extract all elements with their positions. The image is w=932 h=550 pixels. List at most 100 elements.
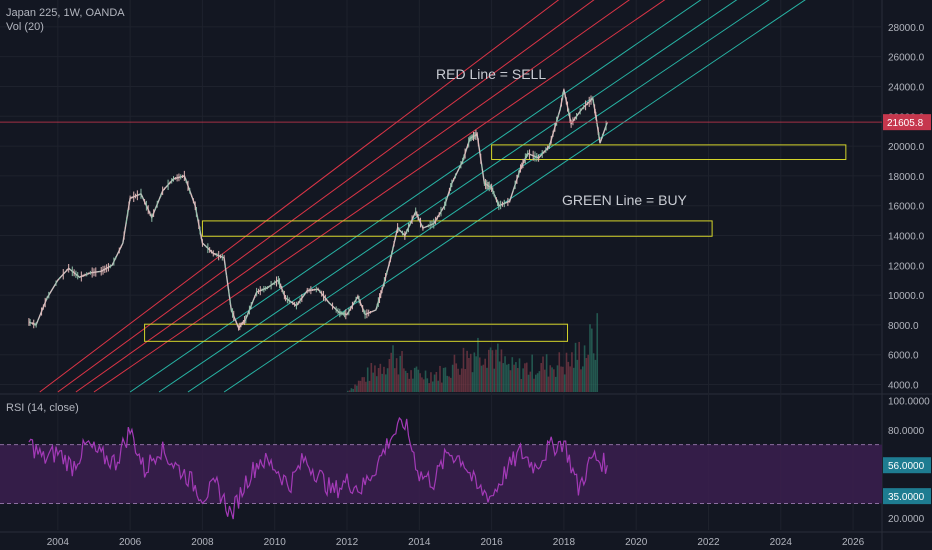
- volume-bar: [500, 349, 503, 392]
- y-tick-label: 10000.0: [888, 291, 925, 302]
- volume-bar: [569, 366, 571, 392]
- x-tick-label: 2020: [625, 537, 648, 548]
- rsi-pane: [0, 416, 882, 520]
- support-zone: [144, 323, 569, 342]
- trend-lines: [39, 0, 806, 393]
- volume-bar: [379, 363, 382, 392]
- volume-bar: [527, 374, 530, 392]
- volume-bar: [529, 371, 532, 392]
- volume-bar: [560, 366, 562, 392]
- x-tick-label: 2012: [336, 537, 359, 548]
- x-tick-label: 2006: [119, 537, 142, 548]
- volume-bar: [591, 328, 593, 392]
- volume-bar: [453, 354, 456, 392]
- volume-bar: [549, 365, 552, 392]
- volume-bar: [507, 363, 510, 392]
- last-price-value: 21605.8: [887, 118, 924, 129]
- volume-bar: [558, 352, 561, 392]
- y-tick-label: 4000.0: [888, 381, 919, 392]
- volume-bar: [489, 347, 492, 392]
- volume-bar: [536, 373, 539, 392]
- volume-bar: [403, 368, 405, 392]
- volume-bar: [487, 349, 490, 392]
- support-zones: [144, 144, 847, 342]
- volume-bar: [509, 370, 512, 392]
- volume-bar: [498, 361, 501, 392]
- y-tick-label: 20000.0: [888, 142, 925, 153]
- volume-bar: [462, 347, 465, 392]
- volume-bar: [592, 353, 595, 392]
- volume-bar: [578, 341, 580, 392]
- volume-bar: [374, 365, 376, 392]
- y-tick-label: 18000.0: [888, 172, 925, 183]
- volume-bar: [357, 380, 360, 392]
- volume-bar: [408, 378, 411, 392]
- volume-bar: [441, 382, 443, 392]
- volume-bar: [410, 370, 412, 392]
- volume-bar: [516, 368, 519, 392]
- y-tick-label: 8000.0: [888, 321, 919, 332]
- volume-bar: [446, 375, 449, 392]
- rsi-tick-label: 20.0000: [888, 514, 925, 525]
- volume-bar: [596, 313, 599, 392]
- volume-bar: [565, 352, 568, 392]
- y-tick-label: 26000.0: [888, 53, 925, 64]
- volume-bar: [531, 354, 533, 392]
- rsi-value-tag: [883, 488, 931, 505]
- volume-bar: [457, 368, 459, 392]
- volume-bar: [388, 359, 391, 392]
- sell-annotation: RED Line = SELL: [436, 66, 547, 82]
- volume-bar: [399, 355, 402, 392]
- volume-bar: [354, 384, 356, 392]
- volume-bar: [413, 367, 416, 392]
- volume-bar: [493, 368, 496, 392]
- chart-title: Japan 225, 1W, OANDA: [6, 7, 125, 19]
- volume-bar: [491, 350, 494, 392]
- volume-bar: [350, 388, 353, 392]
- volume-bar: [520, 378, 523, 392]
- x-tick-label: 2004: [47, 537, 70, 548]
- volume-bar: [581, 366, 584, 392]
- volume-bar: [525, 362, 528, 392]
- volume-bar: [533, 378, 535, 392]
- volume-bar: [384, 374, 387, 392]
- volume-bar: [439, 365, 441, 392]
- last-price-tag: [883, 114, 931, 131]
- volume-bar: [394, 368, 396, 392]
- y-tick-label: 28000.0: [888, 23, 925, 34]
- volume-bar: [486, 367, 488, 392]
- volume-bar: [553, 369, 555, 392]
- volume-bar: [435, 371, 438, 392]
- volume-bar: [459, 374, 461, 392]
- volume-bar: [589, 324, 591, 392]
- x-tick-label: 2022: [697, 537, 720, 548]
- rsi-tick-label: 80.0000: [888, 426, 925, 437]
- volume-bar: [515, 362, 517, 392]
- volume-bar: [576, 359, 579, 392]
- volume-bar: [386, 368, 389, 392]
- volume-bar: [554, 376, 557, 392]
- price-line: [28, 89, 608, 330]
- volume-bar: [502, 363, 505, 392]
- x-tick-label: 2014: [408, 537, 431, 548]
- volume-bar: [562, 366, 564, 392]
- volume-bar: [464, 369, 467, 392]
- volume-bar: [475, 356, 477, 392]
- volume-bar: [356, 385, 358, 392]
- volume-bar: [404, 370, 407, 392]
- volume-bar: [366, 367, 369, 392]
- volume-bar: [506, 364, 508, 392]
- volume-bar: [540, 363, 543, 392]
- volume-bar: [468, 358, 470, 392]
- y-tick-label: 12000.0: [888, 261, 925, 272]
- volume-bar: [415, 366, 418, 392]
- volume-bar: [448, 376, 450, 392]
- volume-bar: [518, 358, 521, 392]
- volume-bar: [401, 351, 403, 392]
- volume-bar: [556, 365, 559, 392]
- volume-bar: [580, 369, 582, 392]
- volume-bar: [497, 343, 499, 392]
- volume-bar: [524, 363, 526, 392]
- y-tick-label: 16000.0: [888, 202, 925, 213]
